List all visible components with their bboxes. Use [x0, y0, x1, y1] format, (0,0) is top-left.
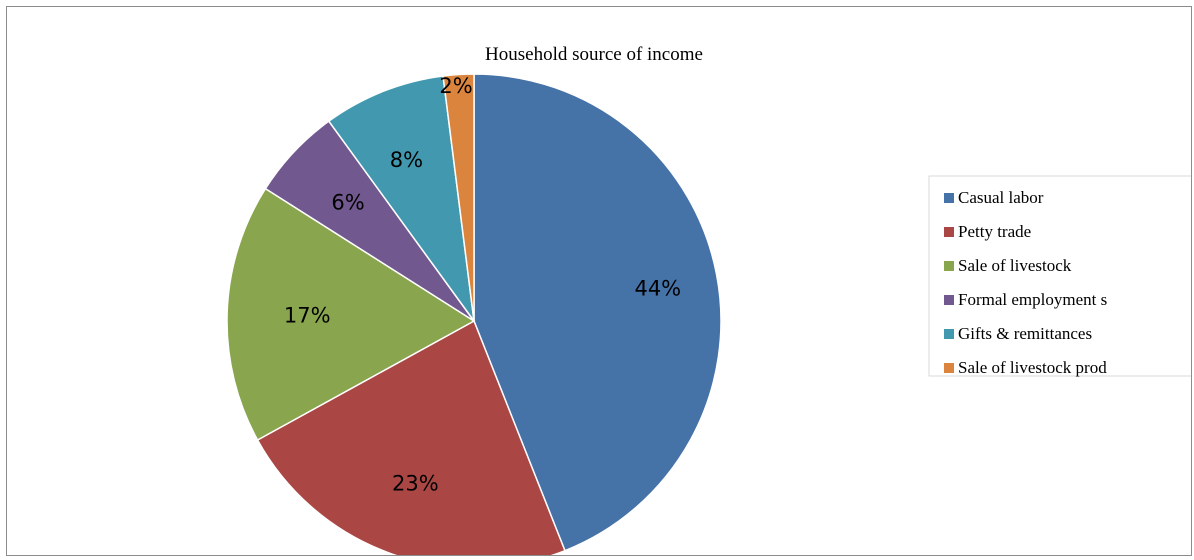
legend-label: Formal employment s — [958, 290, 1107, 309]
legend-swatch — [944, 363, 954, 373]
chart-title: Household source of income — [485, 44, 703, 65]
legend-label: Sale of livestock — [958, 256, 1072, 275]
slice-data-label: 44% — [634, 277, 681, 301]
pie-slice — [473, 73, 722, 552]
legend-swatch — [944, 193, 954, 203]
legend-swatch — [944, 329, 954, 339]
legend-label: Gifts & remittances — [958, 324, 1092, 343]
legend-label: Casual labor — [958, 188, 1044, 207]
pie-chart: Household source of income 44% 23% 17% 6% 8%… — [226, 44, 1191, 555]
pie-slice — [327, 75, 475, 322]
pie-slice — [256, 319, 566, 555]
slice-labels: 44% 23% 17% 6% 8% 2% — [284, 74, 681, 496]
slice-data-label: 17% — [284, 304, 331, 328]
pie-slices — [226, 73, 722, 555]
slice-data-label: 6% — [331, 191, 364, 215]
legend-label: Sale of livestock prod — [958, 358, 1107, 377]
pie-slice — [442, 73, 475, 322]
legend-box — [928, 175, 1191, 377]
slice-data-label: 2% — [439, 74, 472, 98]
slice-data-label: 23% — [392, 472, 439, 496]
pie-slice — [226, 187, 476, 442]
legend-swatch — [944, 227, 954, 237]
legend: Casual labor Petty trade Sale of livestock… — [928, 175, 1191, 377]
slice-data-label: 8% — [390, 148, 423, 172]
legend-swatch — [944, 295, 954, 305]
legend-swatch — [944, 261, 954, 271]
chart-frame: Household source of income 44% 23% 17% 6% 8%… — [6, 6, 1192, 556]
legend-label: Petty trade — [958, 222, 1031, 241]
